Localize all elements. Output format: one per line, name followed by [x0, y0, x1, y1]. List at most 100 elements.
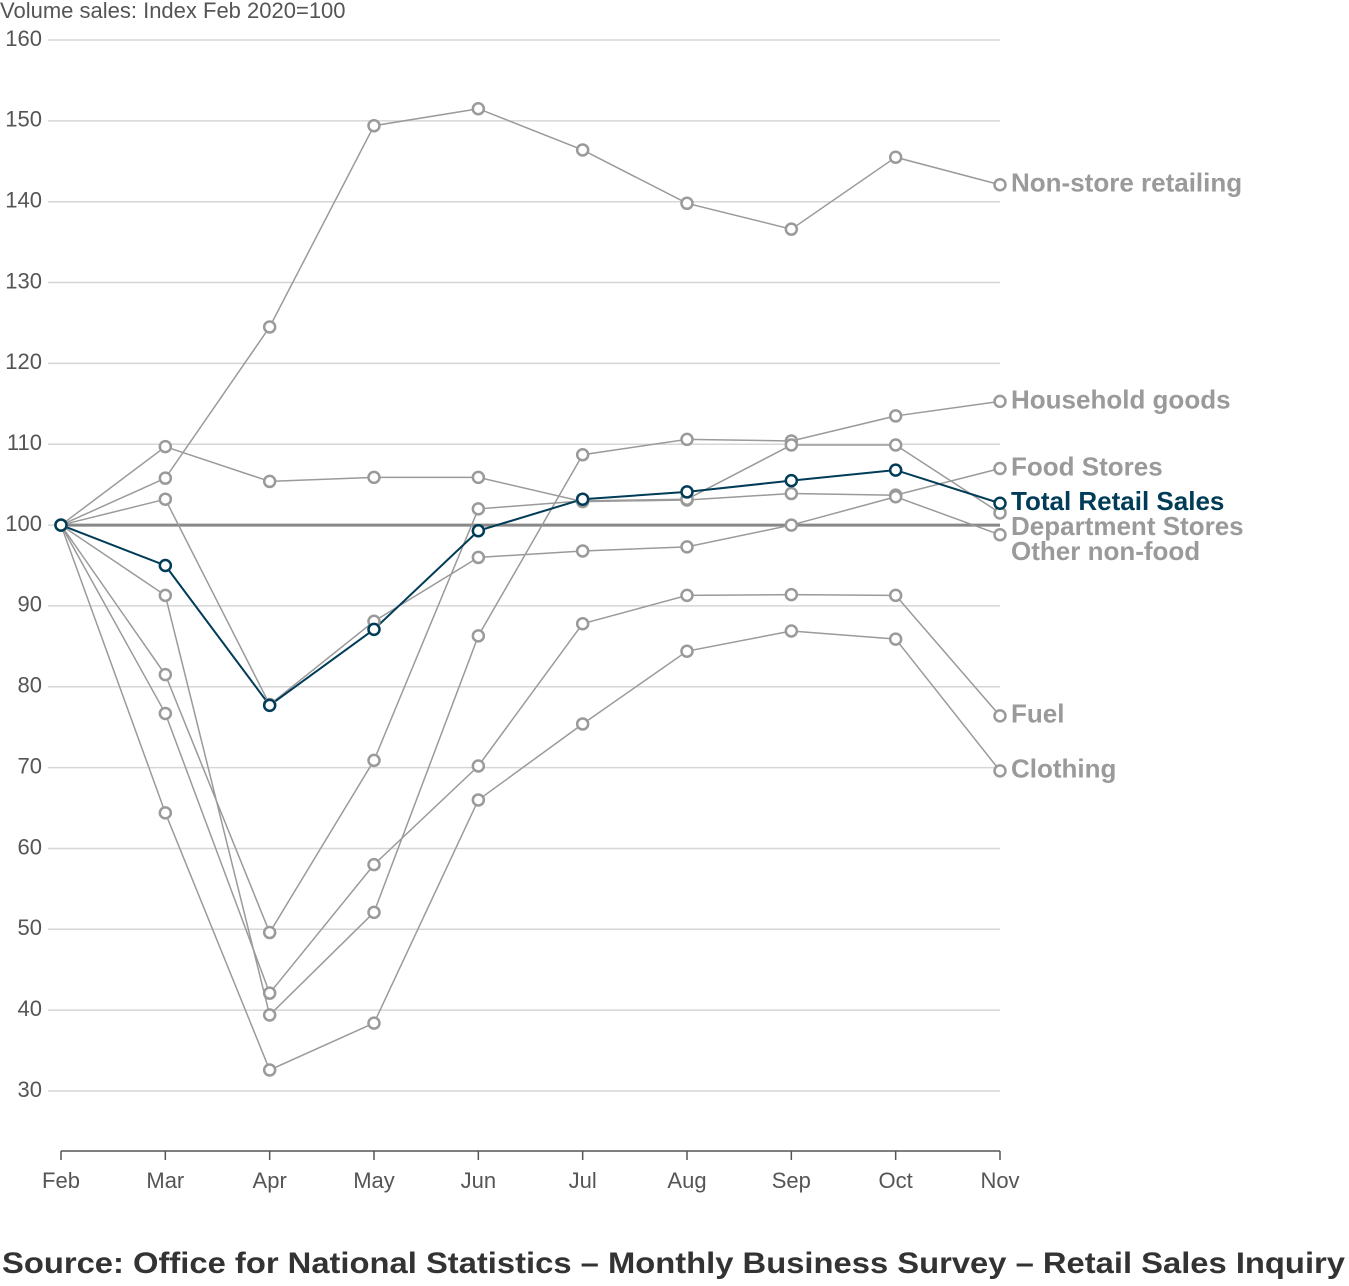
- point: [158, 471, 173, 485]
- point: [993, 496, 1007, 510]
- y-axis-label: Volume sales: Index Feb 2020=100: [0, 0, 346, 23]
- point: [367, 905, 381, 920]
- x-tick-label: Oct: [879, 1168, 913, 1193]
- y-tick-label: 80: [18, 673, 42, 698]
- point: [888, 490, 903, 504]
- point: [888, 150, 903, 164]
- point: [471, 550, 486, 565]
- y-tick-label: 60: [18, 834, 42, 859]
- y-tick-label: 130: [5, 268, 42, 293]
- y-tick-label: 120: [5, 349, 42, 374]
- series-line: [60, 400, 1001, 1017]
- point: [262, 320, 277, 334]
- point: [367, 470, 381, 485]
- source: Source: Office for National Statistics –…: [2, 1247, 1345, 1280]
- y-tick-label: 110: [7, 430, 42, 455]
- point: [888, 409, 903, 423]
- point: [158, 667, 173, 682]
- point: [575, 447, 590, 462]
- point: [471, 101, 486, 116]
- point: [471, 759, 486, 773]
- point: [888, 438, 903, 452]
- y-tick-label: 150: [5, 107, 42, 132]
- point: [262, 1063, 277, 1077]
- y-tick-label: 100: [5, 511, 42, 536]
- series-line: [60, 469, 1001, 707]
- x-tick-label: Apr: [253, 1168, 287, 1193]
- y-tick-label: 160: [5, 26, 42, 51]
- point: [680, 485, 694, 499]
- point: [158, 806, 173, 820]
- point: [575, 616, 590, 631]
- point: [158, 588, 173, 603]
- point: [680, 196, 694, 211]
- series-line: [60, 107, 1001, 526]
- point: [158, 706, 173, 721]
- point: [367, 753, 381, 768]
- point: [262, 925, 277, 940]
- point: [367, 857, 381, 872]
- series-label: Household goods: [1011, 384, 1231, 414]
- point: [680, 644, 694, 658]
- x-tick-label: May: [353, 1168, 395, 1193]
- point: [784, 473, 799, 488]
- x-tick-label: Sep: [772, 1168, 811, 1193]
- point: [575, 492, 590, 506]
- point: [575, 143, 590, 157]
- x-tick-label: Nov: [980, 1168, 1019, 1193]
- series-label: Other non-food: [1011, 536, 1200, 566]
- point: [158, 558, 173, 573]
- point: [575, 717, 590, 731]
- point: [993, 528, 1007, 542]
- point: [158, 492, 173, 506]
- point: [680, 588, 694, 603]
- series-line: [60, 444, 1001, 935]
- series-label: Clothing: [1011, 754, 1116, 784]
- point: [888, 588, 903, 603]
- point: [471, 470, 486, 485]
- point: [471, 523, 486, 538]
- series-line: [60, 495, 1001, 706]
- point: [993, 461, 1007, 476]
- point: [993, 764, 1007, 778]
- x-tick-label: Jun: [461, 1168, 496, 1193]
- series-label: Total Retail Sales: [1011, 486, 1224, 516]
- point: [471, 629, 486, 643]
- point: [680, 540, 694, 554]
- point: [367, 1016, 381, 1030]
- point: [54, 518, 68, 532]
- point: [575, 544, 590, 558]
- series-label: Non-store retailing: [1011, 168, 1242, 198]
- point: [262, 474, 277, 489]
- series-label: Food Stores: [1011, 451, 1163, 481]
- x-tick-label: Jul: [569, 1168, 597, 1193]
- series-line: [60, 524, 1001, 995]
- x-tick-label: Aug: [667, 1168, 706, 1193]
- point: [471, 793, 486, 807]
- point: [471, 502, 486, 516]
- x-tick-label: Mar: [146, 1168, 184, 1193]
- y-tick-label: 90: [18, 592, 42, 617]
- x-tick-label: Feb: [42, 1168, 80, 1193]
- y-tick-label: 140: [5, 188, 42, 213]
- point: [784, 222, 799, 236]
- series-label: Fuel: [1011, 699, 1064, 729]
- point: [888, 632, 903, 646]
- series-label: Department Stores: [1011, 511, 1244, 541]
- y-tick-label: 70: [18, 753, 42, 778]
- point: [784, 587, 799, 602]
- point: [680, 432, 694, 447]
- y-tick-label: 40: [18, 996, 42, 1021]
- y-tick-label: 50: [18, 915, 42, 940]
- point: [262, 698, 277, 713]
- y-tick-label: 30: [18, 1077, 42, 1102]
- point: [993, 394, 1007, 409]
- point: [888, 463, 903, 477]
- point: [367, 622, 381, 637]
- point: [367, 118, 381, 133]
- point: [784, 518, 799, 532]
- point: [158, 439, 173, 454]
- point: [784, 624, 799, 638]
- series-line: [60, 524, 1001, 1071]
